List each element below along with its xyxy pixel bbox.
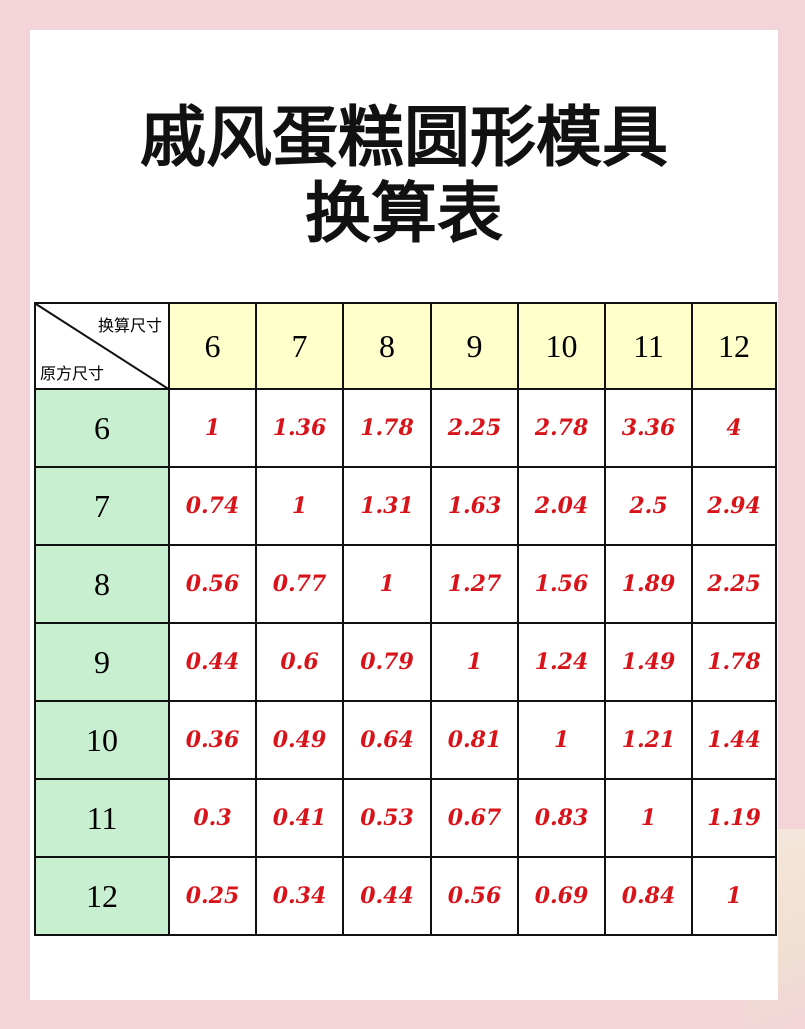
table-row: 11 0.3 0.41 0.53 0.67 0.83 1 1.19 xyxy=(34,778,777,858)
ratio-cell: 1 xyxy=(255,466,344,546)
ratio-cell: 4 xyxy=(691,388,777,468)
column-header: 8 xyxy=(342,302,432,390)
ratio-cell: 0.77 xyxy=(255,544,344,624)
column-header: 7 xyxy=(255,302,344,390)
ratio-cell: 2.94 xyxy=(691,466,777,546)
ratio-cell: 2.25 xyxy=(691,544,777,624)
ratio-cell: 0.83 xyxy=(517,778,606,858)
ratio-cell: 0.56 xyxy=(430,856,519,936)
ratio-cell: 0.81 xyxy=(430,700,519,780)
table-row: 6 1 1.36 1.78 2.25 2.78 3.36 4 xyxy=(34,388,777,468)
ratio-cell: 0.34 xyxy=(255,856,344,936)
ratio-cell: 0.69 xyxy=(517,856,606,936)
corner-cell: 换算尺寸 原方尺寸 xyxy=(34,302,170,390)
column-header: 12 xyxy=(691,302,777,390)
table-row: 10 0.36 0.49 0.64 0.81 1 1.21 1.44 xyxy=(34,700,777,780)
row-header: 6 xyxy=(34,388,170,468)
ratio-cell: 1.36 xyxy=(255,388,344,468)
ratio-cell: 0.49 xyxy=(255,700,344,780)
table-row: 8 0.56 0.77 1 1.27 1.56 1.89 2.25 xyxy=(34,544,777,624)
table-row: 9 0.44 0.6 0.79 1 1.24 1.49 1.78 xyxy=(34,622,777,702)
column-header: 9 xyxy=(430,302,519,390)
column-header: 6 xyxy=(168,302,257,390)
ratio-cell: 1.19 xyxy=(691,778,777,858)
ratio-cell: 0.44 xyxy=(342,856,432,936)
ratio-cell: 1 xyxy=(342,544,432,624)
ratio-cell: 2.04 xyxy=(517,466,606,546)
ratio-cell: 0.44 xyxy=(168,622,257,702)
ratio-cell: 1.49 xyxy=(604,622,693,702)
row-header: 9 xyxy=(34,622,170,702)
ratio-cell: 0.74 xyxy=(168,466,257,546)
ratio-cell: 0.64 xyxy=(342,700,432,780)
ratio-cell: 1.78 xyxy=(691,622,777,702)
ratio-cell: 1 xyxy=(517,700,606,780)
ratio-cell: 0.6 xyxy=(255,622,344,702)
ratio-cell: 1.44 xyxy=(691,700,777,780)
row-header: 8 xyxy=(34,544,170,624)
ratio-cell: 1 xyxy=(430,622,519,702)
diagonal-line xyxy=(36,304,170,390)
ratio-cell: 1.89 xyxy=(604,544,693,624)
ratio-cell: 0.3 xyxy=(168,778,257,858)
table-row: 12 0.25 0.34 0.44 0.56 0.69 0.84 1 xyxy=(34,856,777,936)
title-line-2: 换算表 xyxy=(305,175,503,252)
original-size-label: 原方尺寸 xyxy=(40,366,105,383)
row-header: 10 xyxy=(34,700,170,780)
ratio-cell: 1.56 xyxy=(517,544,606,624)
ratio-cell: 0.36 xyxy=(168,700,257,780)
ratio-cell: 1.27 xyxy=(430,544,519,624)
ratio-cell: 2.78 xyxy=(517,388,606,468)
ratio-cell: 2.5 xyxy=(604,466,693,546)
row-header: 7 xyxy=(34,466,170,546)
column-header: 11 xyxy=(604,302,693,390)
ratio-cell: 1 xyxy=(168,388,257,468)
ratio-cell: 1 xyxy=(604,778,693,858)
ratio-cell: 0.79 xyxy=(342,622,432,702)
ratio-cell: 0.25 xyxy=(168,856,257,936)
ratio-cell: 1.24 xyxy=(517,622,606,702)
column-header: 10 xyxy=(517,302,606,390)
table-row: 7 0.74 1 1.31 1.63 2.04 2.5 2.94 xyxy=(34,466,777,546)
ratio-cell: 2.25 xyxy=(430,388,519,468)
ratio-cell: 1.78 xyxy=(342,388,432,468)
ratio-cell: 1.63 xyxy=(430,466,519,546)
ratio-cell: 0.84 xyxy=(604,856,693,936)
ratio-cell: 1.31 xyxy=(342,466,432,546)
target-size-label: 换算尺寸 xyxy=(97,318,162,335)
ratio-cell: 0.56 xyxy=(168,544,257,624)
ratio-cell: 0.67 xyxy=(430,778,519,858)
header-row: 换算尺寸 原方尺寸 6 7 8 9 10 11 12 xyxy=(34,302,777,390)
page-title: 戚风蛋糕圆形模具 换算表 xyxy=(30,100,778,252)
ratio-cell: 1.21 xyxy=(604,700,693,780)
ratio-cell: 0.53 xyxy=(342,778,432,858)
row-header: 11 xyxy=(34,778,170,858)
conversion-table: 换算尺寸 原方尺寸 6 7 8 9 10 11 12 6 1 1.36 1.78 2.25 2.78 3… xyxy=(34,302,777,936)
ratio-cell: 3.36 xyxy=(604,388,693,468)
row-header: 12 xyxy=(34,856,170,936)
ratio-cell: 0.41 xyxy=(255,778,344,858)
title-line-1: 戚风蛋糕圆形模具 xyxy=(140,99,668,176)
ratio-cell: 1 xyxy=(691,856,777,936)
